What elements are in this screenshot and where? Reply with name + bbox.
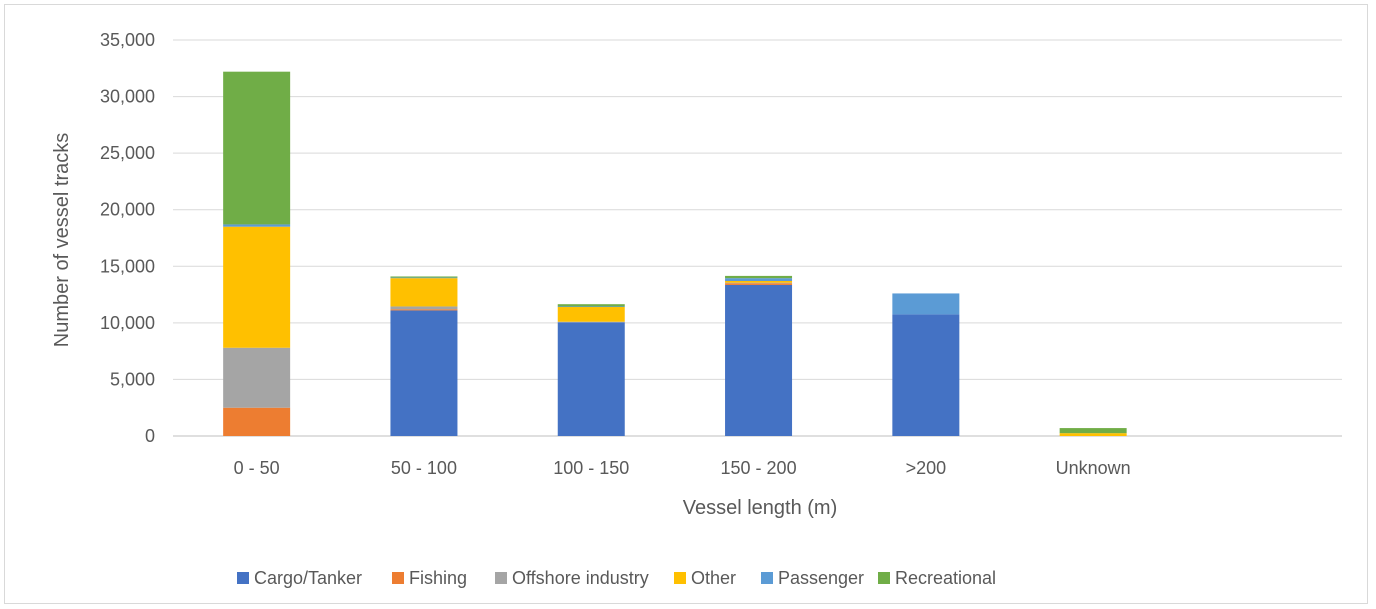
x-tick-label: Unknown	[1056, 458, 1131, 478]
y-tick-label: 20,000	[100, 200, 155, 220]
legend-swatch	[392, 572, 404, 584]
bar-segment-cargo-tanker	[725, 284, 793, 436]
bar-segment-recreational	[1059, 428, 1127, 434]
gridlines	[173, 39, 1342, 437]
bar-segment-offshore-industry	[557, 321, 625, 323]
y-tick-label: 5,000	[110, 369, 155, 389]
bar-segment-passenger	[223, 224, 291, 227]
bar-segment-passenger	[557, 306, 625, 308]
bar-segment-cargo-tanker	[557, 322, 625, 436]
legend-label: Other	[691, 568, 736, 588]
bar-segment-other	[223, 226, 291, 348]
legend-label: Offshore industry	[512, 568, 649, 588]
bar-segment-fishing	[223, 407, 291, 436]
legend-swatch	[237, 572, 249, 584]
x-tick-label: 0 - 50	[234, 458, 280, 478]
bar-segment-recreational	[390, 276, 458, 278]
bar-segment-other	[1059, 433, 1127, 436]
bars	[223, 71, 1127, 436]
bar-segment-passenger	[390, 277, 458, 279]
bar-segment-offshore-industry	[390, 306, 458, 310]
legend-label: Recreational	[895, 568, 996, 588]
x-axis-ticks: 0 - 50 50 - 100 100 - 150 150 - 200 >200 Unkn…	[234, 458, 1131, 478]
bar-segment-cargo-tanker	[390, 310, 458, 436]
bar-segment-passenger	[892, 293, 960, 315]
x-tick-label: 50 - 100	[391, 458, 457, 478]
y-tick-label: 0	[145, 426, 155, 446]
bar-segment-recreational	[725, 275, 793, 279]
y-axis-title: Number of vessel tracks	[51, 133, 73, 348]
x-tick-label: >200	[906, 458, 947, 478]
y-tick-label: 10,000	[100, 313, 155, 333]
bar-segment-fishing	[390, 309, 458, 311]
y-tick-label: 15,000	[100, 256, 155, 276]
legend-label: Cargo/Tanker	[254, 568, 362, 588]
x-axis-title: Vessel length (m)	[683, 497, 838, 519]
bar-segment-recreational	[557, 304, 625, 307]
bar-segment-other	[557, 307, 625, 322]
legend-swatch	[495, 572, 507, 584]
legend-swatch	[674, 572, 686, 584]
bar-segment-offshore-industry	[725, 282, 793, 284]
bar-segment-fishing	[725, 283, 793, 285]
legend: Cargo/Tanker Fishing Offshore industry Othe…	[237, 568, 996, 588]
bar-segment-other	[725, 280, 793, 283]
legend-swatch	[761, 572, 773, 584]
bar-segment-recreational	[223, 71, 291, 225]
legend-label: Passenger	[778, 568, 864, 588]
y-tick-label: 35,000	[100, 30, 155, 50]
legend-label: Fishing	[409, 568, 467, 588]
y-tick-label: 25,000	[100, 143, 155, 163]
bar-segment-cargo-tanker	[892, 314, 960, 436]
x-tick-label: 150 - 200	[721, 458, 797, 478]
y-axis-ticks: 0 5,000 10,000 15,000 20,000 25,000 30,000 35,0…	[100, 30, 155, 446]
x-tick-label: 100 - 150	[553, 458, 629, 478]
bar-segment-other	[390, 278, 458, 307]
legend-swatch	[878, 572, 890, 584]
bar-segment-offshore-industry	[223, 347, 291, 408]
bar-segment-passenger	[725, 278, 793, 281]
y-tick-label: 30,000	[100, 87, 155, 107]
